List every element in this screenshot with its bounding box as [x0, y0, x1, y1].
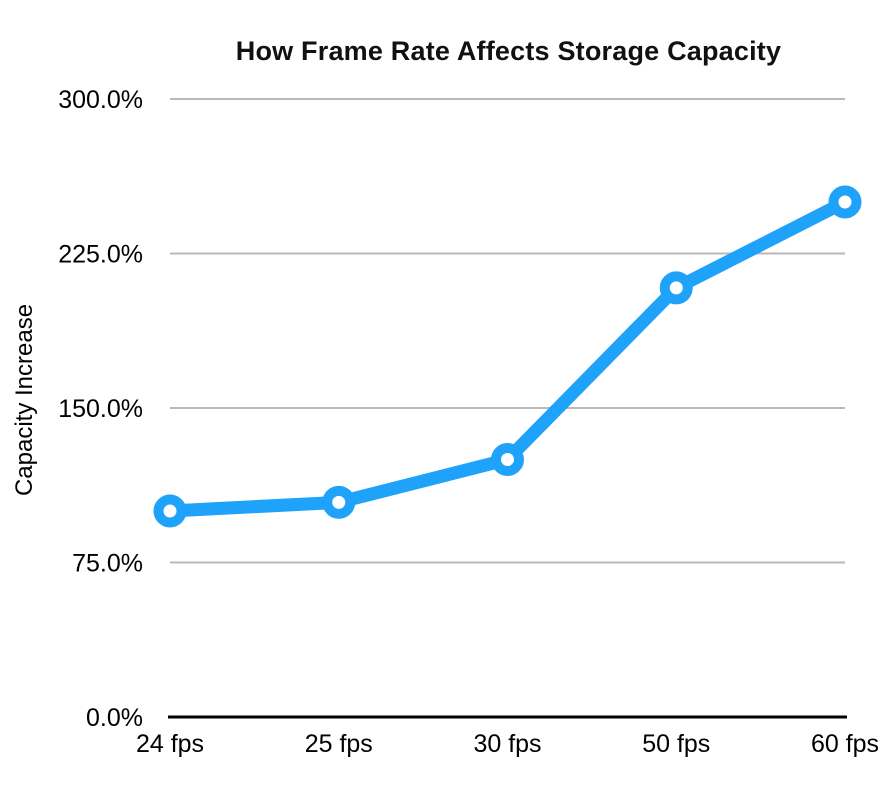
data-point-marker [491, 443, 524, 476]
x-tick-label: 30 fps [473, 730, 541, 758]
x-tick-label: 60 fps [811, 730, 879, 758]
x-tick-label: 24 fps [136, 730, 204, 758]
y-tick-label: 225.0% [58, 241, 143, 269]
y-tick-label: 0.0% [86, 704, 143, 732]
data-point-marker [153, 494, 187, 528]
y-tick-label: 75.0% [72, 550, 143, 578]
data-point-marker [828, 185, 862, 219]
x-tick-label: 50 fps [642, 730, 710, 758]
chart-title: How Frame Rate Affects Storage Capacity [235, 36, 782, 66]
x-tick-label: 25 fps [305, 730, 373, 758]
y-tick-label: 150.0% [58, 395, 143, 423]
y-tick-label: 300.0% [58, 86, 143, 114]
data-point-marker [659, 271, 693, 305]
data-point-marker [322, 485, 356, 519]
